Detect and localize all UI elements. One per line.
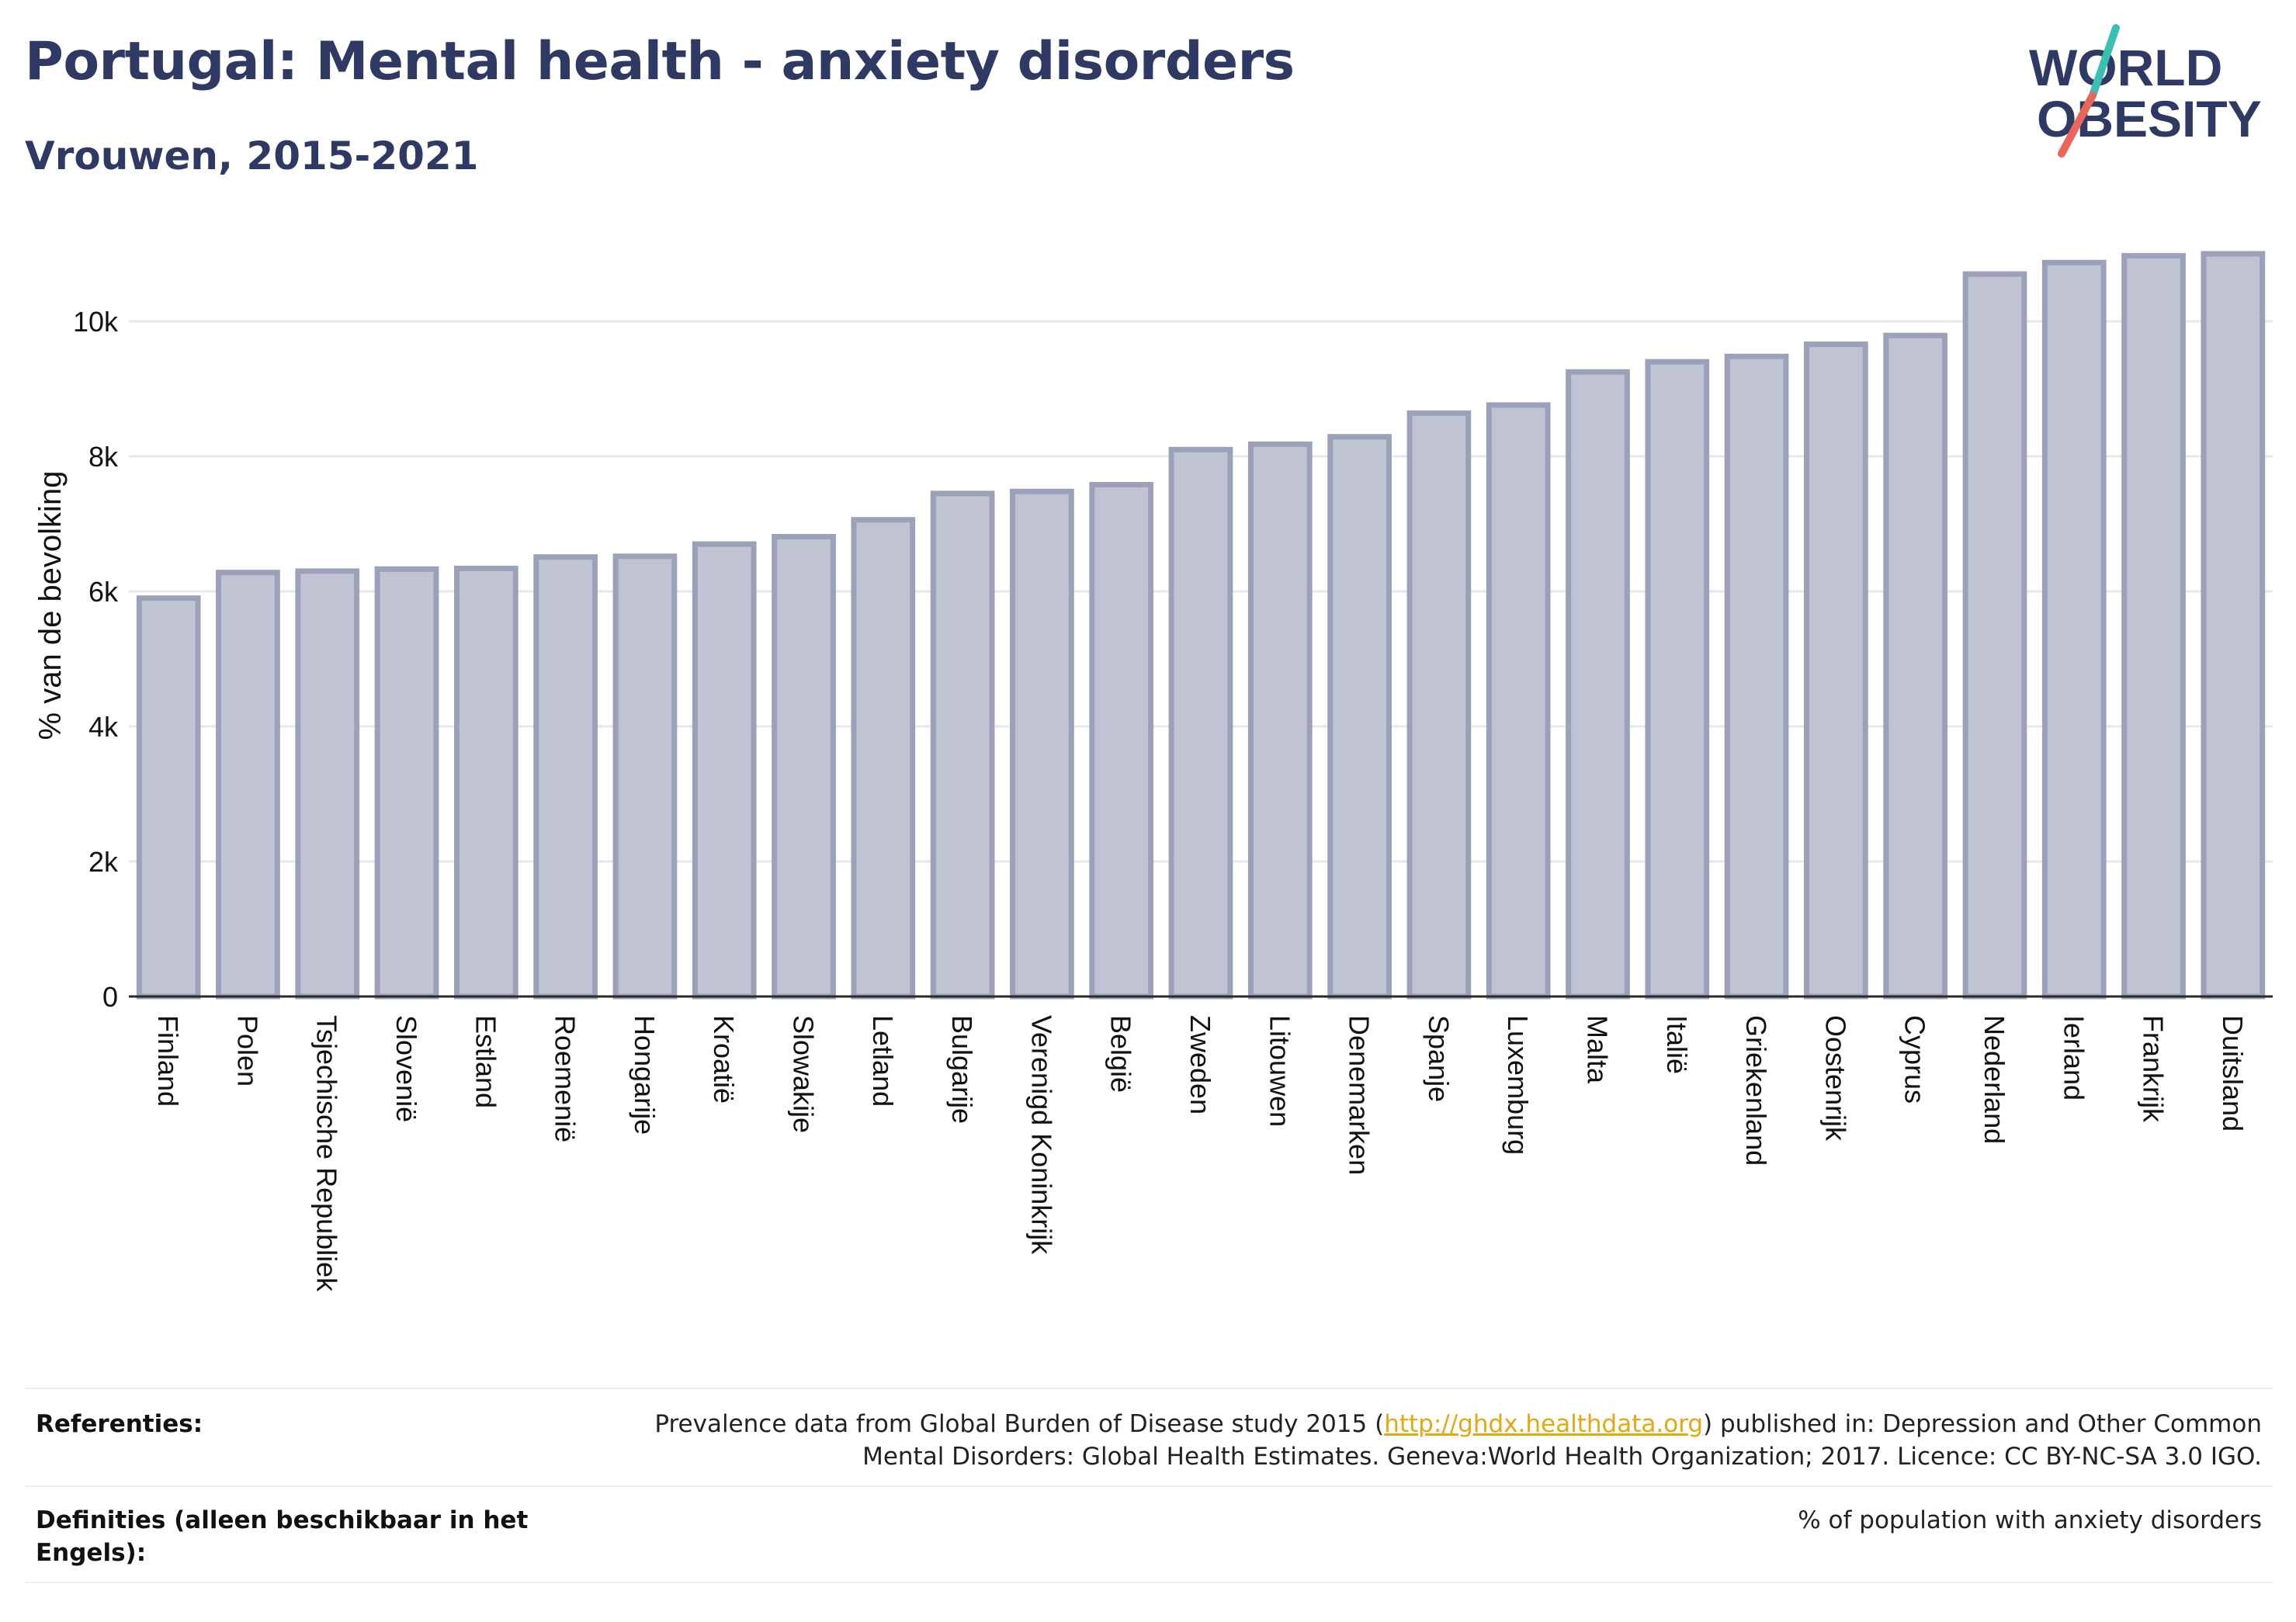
- x-tick-label: Zweden: [1184, 1015, 1216, 1114]
- x-tick-label: Slowakije: [788, 1015, 820, 1133]
- x-tick-label: Estland: [470, 1015, 501, 1108]
- logo-slash-bottom: [2058, 92, 2097, 158]
- x-tick-label: Malta: [1581, 1015, 1613, 1084]
- bar-finland[interactable]: [136, 595, 201, 1000]
- x-tick-label: Polen: [231, 1015, 263, 1087]
- bar-zweden[interactable]: [1168, 446, 1233, 1000]
- bar-chart: 0 2k 4k 6k 8k 10k Finland Polen Tsjechische Repu…: [33, 251, 2273, 1292]
- bar-letland[interactable]: [851, 517, 916, 1000]
- bar-denemarken[interactable]: [1327, 434, 1392, 1000]
- x-tick-label: Spanje: [1423, 1015, 1455, 1102]
- x-tick-label: Tsjechische Republiek: [311, 1015, 343, 1292]
- references-text: Prevalence data from Global Burden of Di…: [654, 1410, 2262, 1471]
- y-tick-label: 8k: [88, 441, 119, 473]
- footer-divider-bottom: [25, 1582, 2273, 1583]
- y-tick-label: 0: [102, 981, 118, 1013]
- x-tick-label: Verenigd Koninkrijk: [1025, 1015, 1057, 1255]
- bars: [136, 251, 2266, 1000]
- footer-divider-middle: [25, 1485, 2273, 1487]
- footer-divider-top: [25, 1388, 2273, 1389]
- bar-ierland[interactable]: [2041, 259, 2107, 1000]
- x-tick-label: Cyprus: [1899, 1015, 1931, 1104]
- bar-italië[interactable]: [1645, 359, 1710, 1000]
- bar-roemenië[interactable]: [533, 554, 598, 1000]
- bar-polen[interactable]: [216, 570, 280, 1000]
- bar-nederland[interactable]: [1962, 271, 2027, 1000]
- y-tick-label: 10k: [73, 306, 119, 338]
- y-tick-label: 6k: [88, 576, 119, 608]
- bar-tsjechische-republiek[interactable]: [295, 568, 360, 1000]
- logo-line1: WORLD: [2029, 39, 2222, 96]
- x-tick-label: Ierland: [2058, 1015, 2090, 1100]
- y-tick-label: 2k: [88, 846, 119, 878]
- bar-litouwen[interactable]: [1247, 441, 1313, 1000]
- logo-slash-top: [2089, 24, 2120, 99]
- chart-title: Portugal: Mental health - anxiety disord…: [25, 31, 1295, 92]
- bar-frankrijk[interactable]: [2121, 253, 2186, 1000]
- bar-kroatië[interactable]: [692, 541, 757, 1000]
- x-tick-label: Duitsland: [2217, 1015, 2249, 1132]
- x-tick-label: Oostenrijk: [1819, 1015, 1851, 1142]
- references-label: Referenties:: [36, 1410, 203, 1438]
- definitions-text: % of population with anxiety disorders: [1798, 1506, 2262, 1534]
- x-tick-label: Frankrijk: [2138, 1015, 2169, 1123]
- bar-cyprus[interactable]: [1883, 332, 1948, 1000]
- x-tick-label: Denemarken: [1344, 1015, 1375, 1175]
- definitions-label: Definities (alleen beschikbaar in het En…: [36, 1506, 529, 1567]
- bar-spanje[interactable]: [1406, 410, 1472, 1000]
- y-axis-label: % van de bevolking: [33, 471, 68, 740]
- bar-estland[interactable]: [453, 565, 519, 1000]
- bar-slowakije[interactable]: [772, 534, 836, 1000]
- x-tick-label: Griekenland: [1740, 1015, 1772, 1166]
- bar-slovenië[interactable]: [374, 566, 439, 1000]
- x-tick-label: Kroatië: [708, 1015, 740, 1104]
- references-link[interactable]: http://ghdx.healthdata.org: [1384, 1410, 1704, 1438]
- x-tick-label: Luxemburg: [1502, 1015, 1534, 1155]
- x-tick-label: Italië: [1661, 1015, 1693, 1074]
- world-obesity-logo: WORLD OBESITY: [2029, 24, 2262, 158]
- x-tick-label: Hongarije: [629, 1015, 661, 1135]
- bar-griekenland[interactable]: [1724, 353, 1789, 1000]
- chart-subtitle: Vrouwen, 2015-2021: [25, 133, 479, 178]
- x-tick-label: Nederland: [1979, 1015, 2010, 1144]
- x-tick-label: Roemenië: [550, 1015, 581, 1142]
- x-tick-label: Bulgarije: [946, 1015, 978, 1124]
- x-tick-label: Litouwen: [1264, 1015, 1295, 1127]
- bar-verenigd-koninkrijk[interactable]: [1010, 488, 1074, 1000]
- bar-bulgarije[interactable]: [930, 490, 995, 1000]
- x-tick-label: België: [1105, 1015, 1137, 1093]
- x-tick-label: Finland: [152, 1015, 184, 1107]
- bar-oostenrijk[interactable]: [1804, 341, 1868, 1000]
- x-tick-label: Slovenië: [390, 1015, 422, 1122]
- axes: 0 2k 4k 6k 8k 10k Finland Polen Tsjechische Repu…: [73, 306, 2273, 1292]
- bar-belgië[interactable]: [1089, 482, 1154, 1000]
- bar-hongarije[interactable]: [612, 553, 678, 1000]
- bar-duitsland[interactable]: [2201, 251, 2266, 1000]
- y-tick-label: 4k: [88, 711, 119, 743]
- bar-malta[interactable]: [1566, 369, 1630, 1000]
- bar-luxemburg[interactable]: [1486, 402, 1551, 1000]
- x-tick-label: Letland: [867, 1015, 899, 1107]
